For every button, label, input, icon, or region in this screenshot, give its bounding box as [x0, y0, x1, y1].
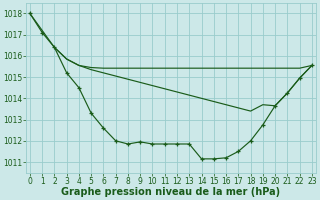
- X-axis label: Graphe pression niveau de la mer (hPa): Graphe pression niveau de la mer (hPa): [61, 187, 280, 197]
